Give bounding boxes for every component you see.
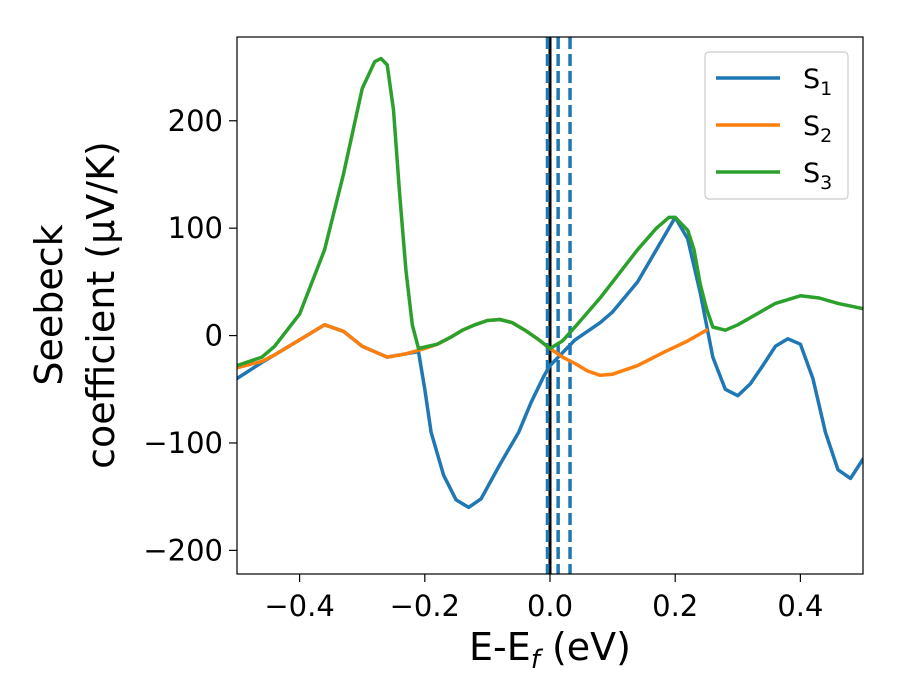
x-tick-label: 0.2 [652, 589, 698, 623]
x-axis-ticks: −0.4 −0.2 0.0 0.2 0.4 [264, 574, 823, 623]
x-tick-label: 0.0 [527, 589, 573, 623]
y-tick-label: −100 [143, 426, 223, 460]
legend-label-subscript: 3 [820, 172, 832, 194]
x-tick-label: 0.4 [777, 589, 823, 623]
x-tick-label: −0.2 [390, 589, 460, 623]
y-axis-label-line2: coefficient (μV/K) [79, 141, 123, 469]
legend-label-s1: S1 [803, 64, 832, 100]
y-axis-ticks: −200 −100 0 100 200 [143, 104, 237, 567]
legend-label-subscript: 2 [820, 125, 832, 147]
legend-label-subscript: 1 [820, 78, 832, 100]
x-axis-label-main: E-E [469, 625, 531, 669]
y-tick-label: 200 [168, 104, 223, 138]
legend-label-main: S [803, 111, 820, 142]
x-tick-label: −0.4 [264, 589, 334, 623]
legend-label-main: S [803, 64, 820, 95]
vertical-marker-lines [545, 37, 572, 574]
y-axis-label-line1: Seebeck [27, 224, 71, 385]
legend-label-s3: S3 [803, 158, 832, 194]
y-tick-label: 100 [168, 211, 223, 245]
y-tick-label: 0 [205, 319, 223, 353]
y-axis-label: Seebeck coefficient (μV/K) [27, 141, 123, 469]
series-line-s3 [237, 56, 863, 368]
x-axis-label-unit: (eV) [540, 625, 631, 669]
series-layer [237, 56, 863, 510]
legend-label-main: S [803, 158, 820, 189]
x-axis-label: E-Ef (eV) [469, 625, 631, 675]
y-tick-label: −200 [143, 533, 223, 567]
legend-label-s2: S2 [803, 111, 832, 147]
